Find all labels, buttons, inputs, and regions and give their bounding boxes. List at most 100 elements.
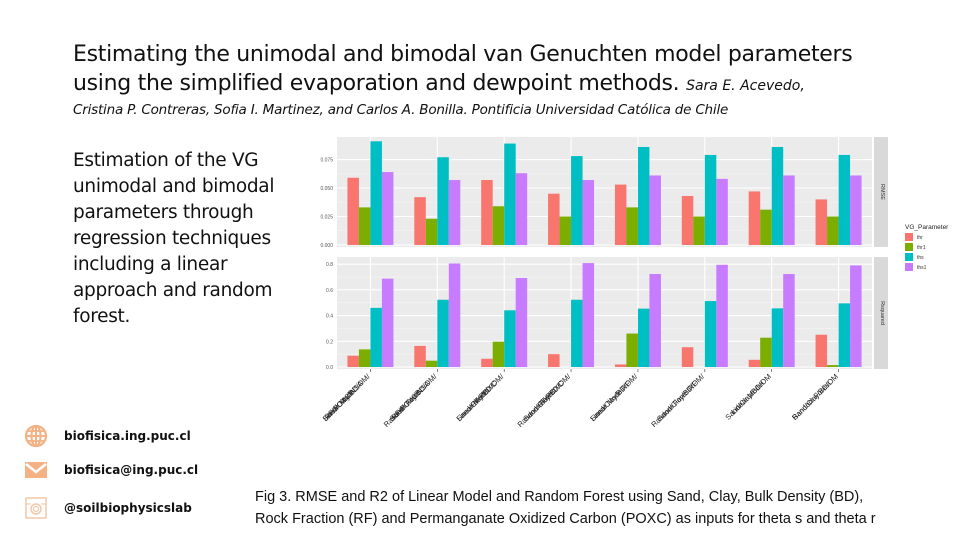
bar-thr (614, 184, 627, 245)
bar-ths (437, 157, 449, 245)
legend-label: ths1 (917, 265, 927, 271)
bar-ths1 (448, 180, 461, 245)
x-tick-label: Random Forest (516, 385, 560, 429)
bar-ths (571, 156, 583, 245)
bar-ths (571, 299, 583, 367)
bar-ths (504, 143, 516, 245)
bar-ths1 (582, 263, 595, 367)
legend-label: thr1 (917, 245, 926, 251)
title-line-2: using the simplified evaporation and dew… (73, 69, 953, 101)
mail-icon (25, 462, 47, 478)
x-tick-label: Random Forest (790, 378, 834, 422)
bar-ths (771, 146, 784, 245)
bar-thr1 (760, 209, 772, 245)
bar-thr (414, 197, 426, 245)
x-tick-label: Random Forest (649, 385, 693, 429)
bar-thr1 (827, 216, 839, 245)
bar-thr1 (760, 337, 772, 367)
instagram-icon (25, 497, 47, 519)
bar-ths1 (850, 175, 862, 245)
bar-ths1 (716, 264, 728, 367)
authors-affiliation: Cristina P. Contreras, Sofia I. Martinez… (73, 102, 729, 118)
y-tick-label: 0.2 (326, 339, 333, 345)
legend-swatch (905, 253, 913, 261)
bar-ths (370, 141, 382, 245)
legend-label: ths (917, 255, 924, 261)
y-tick-label: 0.050 (320, 186, 333, 192)
first-author: Sara E. Acevedo, (686, 78, 805, 94)
caption-line-1: Fig 3. RMSE and R2 of Linear Model and R… (255, 489, 864, 505)
contact-label: @soilbiophysicslab (64, 501, 192, 515)
bar-thr (815, 334, 828, 367)
y-tick-label: 0.4 (326, 314, 333, 320)
bar-ths1 (783, 175, 795, 245)
bar-thr1 (626, 333, 638, 367)
bar-ths1 (649, 274, 661, 367)
bar-thr (748, 191, 761, 245)
bar-chart: 0.000 0.025 0.050 0.075 RMSE 0.0 0.2 0.4 0.6 0.8 R… (305, 133, 960, 463)
bar-ths (704, 301, 717, 367)
bar-ths (838, 154, 851, 245)
bar-ths (637, 308, 650, 367)
bar-thr1 (425, 360, 438, 367)
bar-thr1 (559, 216, 572, 245)
bar-ths1 (582, 180, 595, 245)
bar-ths1 (783, 274, 795, 367)
bar-thr (347, 355, 359, 367)
bar-thr1 (358, 207, 371, 245)
legend-label: thr (917, 235, 923, 241)
bar-thr1 (358, 349, 371, 367)
x-tick-label: Linear Model (588, 386, 625, 423)
x-tick-label: Linear Model (455, 386, 492, 423)
bar-ths1 (381, 278, 394, 367)
bar-ths (437, 299, 449, 367)
legend-swatch (905, 233, 913, 241)
y-tick-label: 0.075 (320, 158, 333, 164)
bar-ths1 (515, 173, 528, 245)
bar-thr (614, 364, 627, 367)
bar-thr (481, 180, 493, 245)
bar-ths (504, 310, 516, 367)
bar-thr1 (693, 216, 705, 245)
bar-ths1 (850, 265, 862, 367)
facet-strip-label: Rsquared (879, 301, 885, 325)
bar-ths (704, 154, 717, 245)
x-tick-label: Random Forest (382, 385, 426, 429)
legend-swatch (905, 243, 913, 251)
bar-ths1 (649, 175, 661, 245)
bar-thr (681, 347, 694, 367)
bar-thr (481, 358, 493, 367)
legend-title: VG_Parameter (905, 224, 949, 231)
contact-email[interactable]: biofisica@ing.puc.cl (24, 458, 198, 482)
contact-label: biofisica@ing.puc.cl (64, 463, 199, 477)
bar-ths1 (448, 263, 461, 367)
bar-thr (681, 195, 694, 245)
globe-icon (24, 424, 48, 448)
caption-line-2: Rock Fraction (RF) and Permanganate Oxid… (255, 511, 876, 527)
contact-label: biofisica.ing.puc.cl (64, 429, 191, 443)
bar-ths1 (716, 178, 728, 245)
bar-ths (637, 146, 650, 245)
x-tick-label: Linear Model (321, 386, 358, 423)
bar-thr1 (827, 365, 839, 367)
y-tick-label: 0.000 (320, 243, 333, 249)
chart-canvas: 0.000 0.025 0.050 0.075 RMSE 0.0 0.2 0.4 0.6 0.8 R… (320, 137, 949, 429)
bar-thr (815, 199, 828, 245)
figure-caption: Fig 3. RMSE and R2 of Linear Model and R… (255, 486, 960, 530)
bar-thr1 (492, 206, 505, 245)
legend-swatch (905, 263, 913, 271)
bar-thr1 (626, 207, 638, 245)
bar-thr (548, 193, 560, 245)
contact-instagram[interactable]: @soilbiophysicslab (24, 496, 192, 520)
bar-ths (370, 307, 382, 367)
title-line-1: Estimating the unimodal and bimodal van … (73, 42, 853, 67)
poster-title: Estimating the unimodal and bimodal van … (73, 40, 953, 101)
facet-strip (874, 137, 888, 247)
y-tick-label: 0.8 (326, 262, 333, 268)
description-text: Estimation of the VG unimodal and bimoda… (73, 150, 275, 327)
y-tick-label: 0.0 (326, 365, 333, 371)
contact-website[interactable]: biofisica.ing.puc.cl (24, 424, 191, 448)
y-tick-label: 0.025 (320, 215, 333, 221)
bar-ths (838, 303, 851, 367)
facet-strip-label: RMSE (879, 184, 885, 200)
